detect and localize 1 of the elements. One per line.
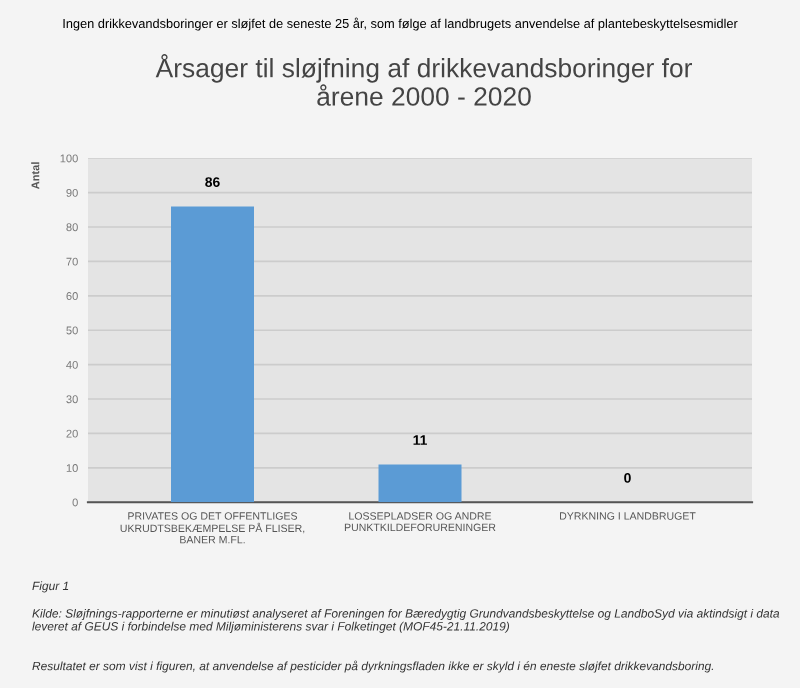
chart-title: Årsager til sløjfning af drikkevandsboringer for årene 2000 - 2020	[155, 54, 692, 106]
